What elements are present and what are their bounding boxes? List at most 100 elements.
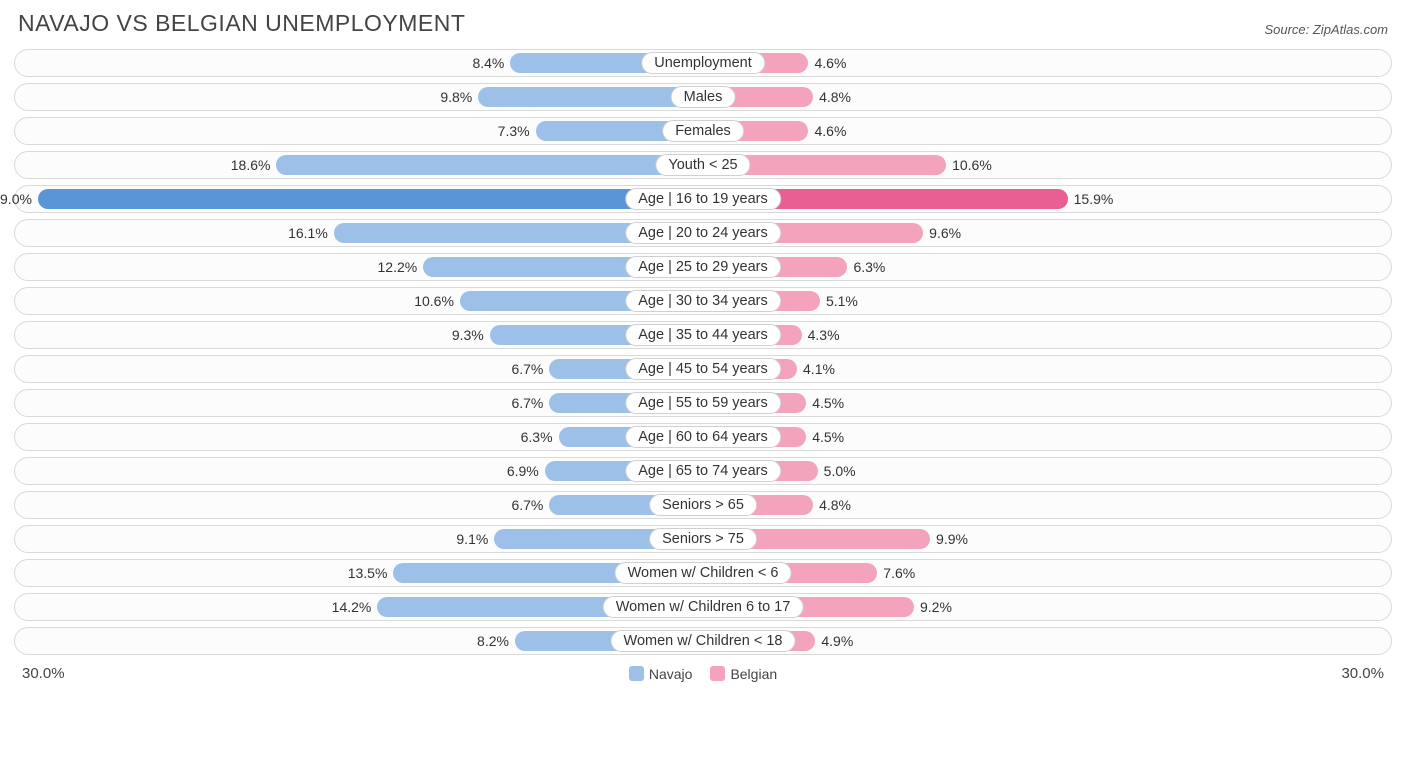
chart-row: 6.9%5.0%Age | 65 to 74 years — [14, 457, 1392, 485]
row-right-half: 4.8% — [703, 84, 1391, 110]
value-right: 4.8% — [819, 497, 851, 513]
bar-left — [38, 189, 703, 209]
row-left-half: 12.2% — [15, 254, 703, 280]
row-left-half: 6.7% — [15, 356, 703, 382]
row-right-half: 4.5% — [703, 390, 1391, 416]
value-left: 8.4% — [472, 55, 504, 71]
row-category-label: Males — [671, 86, 736, 108]
row-left-half: 6.7% — [15, 390, 703, 416]
value-right: 9.6% — [929, 225, 961, 241]
row-right-half: 9.6% — [703, 220, 1391, 246]
value-right: 4.6% — [814, 123, 846, 139]
chart-source: Source: ZipAtlas.com — [1264, 22, 1388, 37]
row-right-half: 7.6% — [703, 560, 1391, 586]
chart-title: NAVAJO VS BELGIAN UNEMPLOYMENT — [18, 10, 465, 37]
legend-label-right: Belgian — [730, 666, 777, 682]
row-right-half: 4.3% — [703, 322, 1391, 348]
value-right: 6.3% — [853, 259, 885, 275]
chart-row: 16.1%9.6%Age | 20 to 24 years — [14, 219, 1392, 247]
legend-swatch-icon — [629, 666, 644, 681]
value-right: 4.9% — [821, 633, 853, 649]
row-right-half: 5.0% — [703, 458, 1391, 484]
legend-label-left: Navajo — [649, 666, 693, 682]
row-category-label: Age | 16 to 19 years — [625, 188, 781, 210]
row-category-label: Women w/ Children 6 to 17 — [603, 596, 804, 618]
row-category-label: Seniors > 75 — [649, 528, 757, 550]
chart-row: 7.3% 4.6% Females — [14, 117, 1392, 145]
row-left-half: 9.3% — [15, 322, 703, 348]
chart-row: 18.6% 10.6% Youth < 25 — [14, 151, 1392, 179]
value-right: 4.8% — [819, 89, 851, 105]
value-left: 16.1% — [288, 225, 328, 241]
chart-row: 9.3%4.3%Age | 35 to 44 years — [14, 321, 1392, 349]
row-category-label: Age | 45 to 54 years — [625, 358, 781, 380]
row-category-label: Youth < 25 — [655, 154, 750, 176]
chart-row: 12.2% 6.3% Age | 25 to 29 years — [14, 253, 1392, 281]
legend-item-left: Navajo — [629, 666, 693, 682]
row-right-half: 4.9% — [703, 628, 1391, 654]
row-left-half: 13.5% — [15, 560, 703, 586]
row-left-half: 16.1% — [15, 220, 703, 246]
value-left: 18.6% — [231, 157, 271, 173]
value-left: 14.2% — [332, 599, 372, 615]
row-right-half: 4.1% — [703, 356, 1391, 382]
legend-item-right: Belgian — [710, 666, 777, 682]
chart-row: 14.2% 9.2% Women w/ Children 6 to 17 — [14, 593, 1392, 621]
chart-row: 9.8% 4.8% Males — [14, 83, 1392, 111]
row-category-label: Females — [662, 120, 744, 142]
row-right-half: 4.8% — [703, 492, 1391, 518]
chart-row: 6.3%4.5%Age | 60 to 64 years — [14, 423, 1392, 451]
value-right: 7.6% — [883, 565, 915, 581]
row-category-label: Seniors > 65 — [649, 494, 757, 516]
row-left-half: 8.4% — [15, 50, 703, 76]
row-right-half: 6.3% — [703, 254, 1391, 280]
value-left: 9.8% — [440, 89, 472, 105]
value-right: 4.1% — [803, 361, 835, 377]
row-left-half: 6.3% — [15, 424, 703, 450]
value-left: 6.7% — [511, 395, 543, 411]
value-right: 5.1% — [826, 293, 858, 309]
row-left-half: 18.6% — [15, 152, 703, 178]
value-left: 6.9% — [507, 463, 539, 479]
chart-row: 8.4% 4.6% Unemployment — [14, 49, 1392, 77]
chart-row: 13.5%7.6%Women w/ Children < 6 — [14, 559, 1392, 587]
chart-row: 8.2% 4.9% Women w/ Children < 18 — [14, 627, 1392, 655]
row-category-label: Age | 55 to 59 years — [625, 392, 781, 414]
value-left: 29.0% — [0, 191, 32, 207]
value-right: 9.2% — [920, 599, 952, 615]
value-right: 4.3% — [808, 327, 840, 343]
axis-max-left: 30.0% — [22, 665, 65, 682]
row-category-label: Age | 25 to 29 years — [625, 256, 781, 278]
chart-header: NAVAJO VS BELGIAN UNEMPLOYMENT Source: Z… — [14, 10, 1392, 43]
row-right-half: 4.6% — [703, 118, 1391, 144]
value-left: 8.2% — [477, 633, 509, 649]
value-right: 4.6% — [814, 55, 846, 71]
row-left-half: 7.3% — [15, 118, 703, 144]
legend-swatch-icon — [710, 666, 725, 681]
value-left: 9.1% — [456, 531, 488, 547]
value-right: 10.6% — [952, 157, 992, 173]
value-left: 10.6% — [414, 293, 454, 309]
row-right-half: 9.9% — [703, 526, 1391, 552]
value-right: 5.0% — [824, 463, 856, 479]
row-left-half: 10.6% — [15, 288, 703, 314]
row-right-half: 10.6% — [703, 152, 1391, 178]
row-category-label: Women w/ Children < 18 — [611, 630, 796, 652]
row-right-half: 5.1% — [703, 288, 1391, 314]
row-left-half: 29.0% — [15, 186, 703, 212]
value-left: 6.7% — [511, 497, 543, 513]
chart-row: 10.6%5.1%Age | 30 to 34 years — [14, 287, 1392, 315]
value-left: 7.3% — [498, 123, 530, 139]
row-category-label: Unemployment — [641, 52, 765, 74]
chart-row: 6.7% 4.8% Seniors > 65 — [14, 491, 1392, 519]
value-left: 13.5% — [348, 565, 388, 581]
diverging-bar-chart: 8.4% 4.6% Unemployment 9.8% 4.8% Males 7.3% 4.6… — [14, 49, 1392, 655]
chart-row: 6.7% 4.5%Age | 55 to 59 years — [14, 389, 1392, 417]
value-left: 9.3% — [452, 327, 484, 343]
chart-row: 6.7% 4.1% Age | 45 to 54 years — [14, 355, 1392, 383]
value-right: 15.9% — [1074, 191, 1114, 207]
row-left-half: 14.2% — [15, 594, 703, 620]
axis-max-right: 30.0% — [1341, 665, 1384, 682]
chart-row: 9.1% 9.9%Seniors > 75 — [14, 525, 1392, 553]
row-left-half: 6.7% — [15, 492, 703, 518]
